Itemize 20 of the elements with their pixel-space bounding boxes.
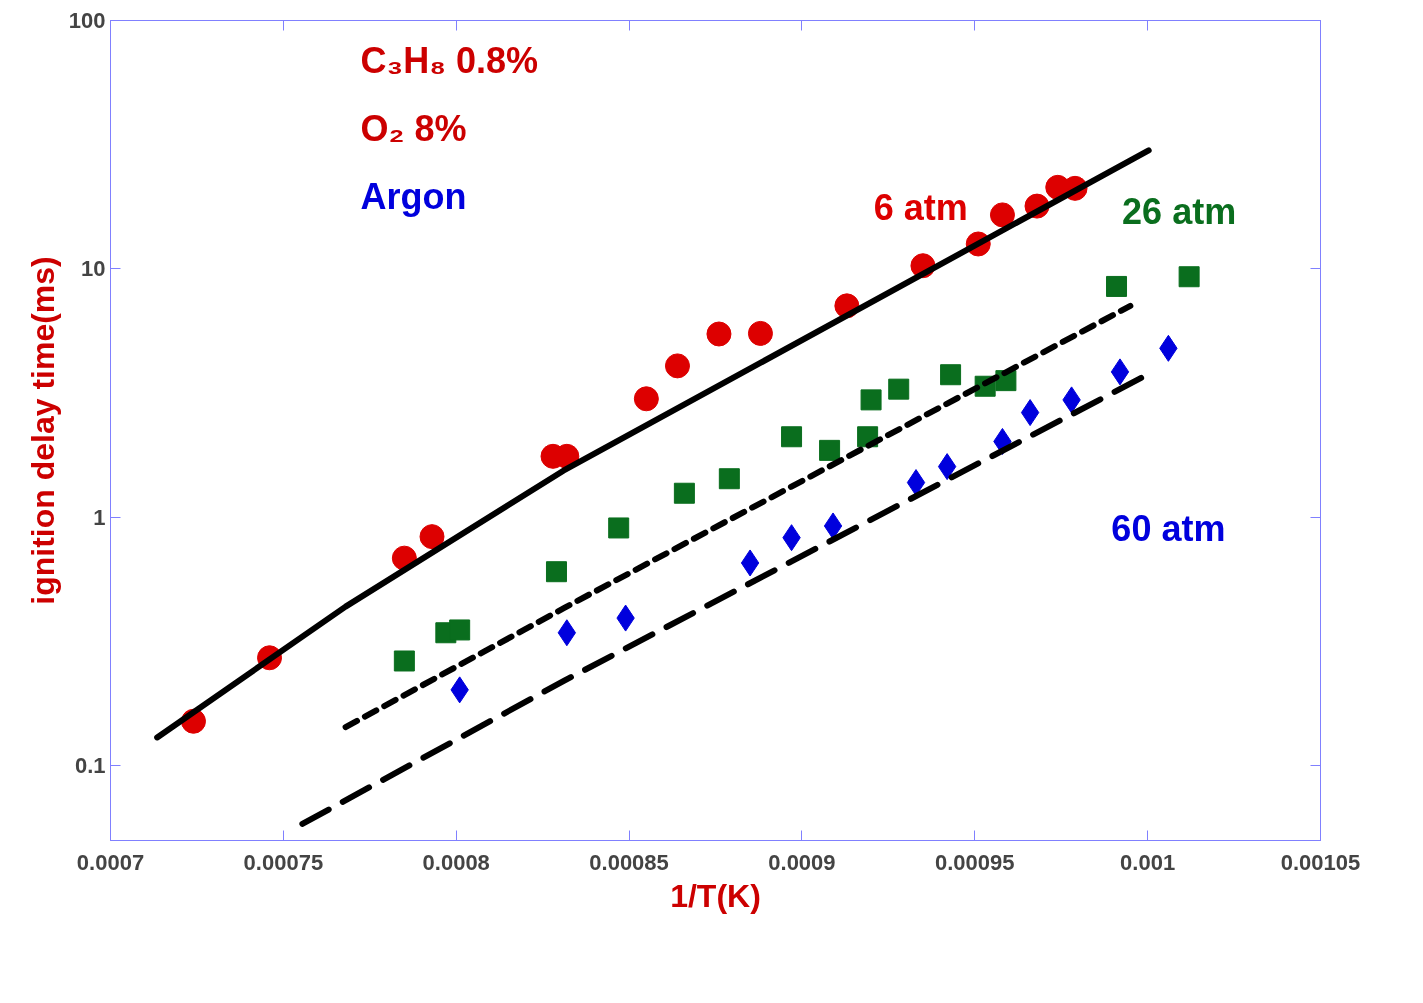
y-tick-label: 0.1 <box>74 753 106 779</box>
x-tick-label: 0.00095 <box>935 849 1015 875</box>
x-axis-title: 1/T(K) <box>670 877 761 914</box>
series-label: 6 atm <box>873 186 968 228</box>
x-tick-label: 0.0007 <box>76 849 145 875</box>
y-axis-title: ignition delay time(ms) <box>24 256 61 605</box>
text: 60 atm <box>1111 508 1226 550</box>
x-tick-label: 0.00075 <box>243 849 324 875</box>
y-tick-label: 100 <box>68 8 106 33</box>
x-tick-label: 0.00085 <box>589 849 669 875</box>
y-tick-label: 10 <box>81 256 106 282</box>
y-tick-label: 1 <box>93 504 106 530</box>
annotation: Argon <box>360 176 467 217</box>
annotation: O₂ 8% <box>360 108 467 149</box>
x-tick-label: 0.0009 <box>768 849 836 875</box>
annotation: C₃H₈ 0.8% <box>360 40 539 81</box>
x-tick-label: 0.001 <box>1120 849 1176 875</box>
x-tick-label: 0.0008 <box>422 849 490 875</box>
series-label: 26 atm <box>1122 190 1237 232</box>
x-tick-label: 0.00105 <box>1280 849 1361 875</box>
